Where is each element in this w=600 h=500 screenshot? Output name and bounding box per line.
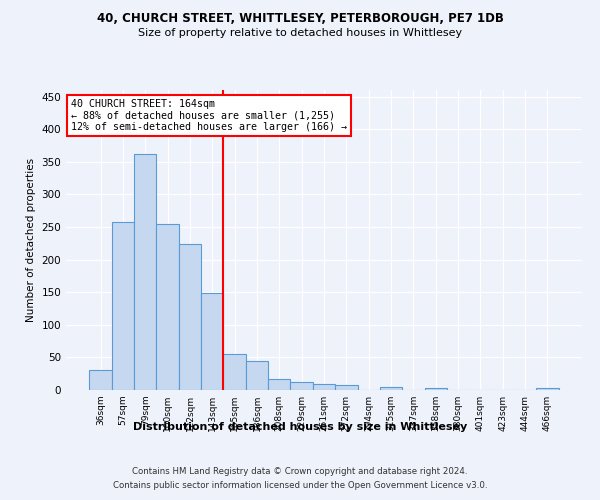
Bar bbox=[246, 362, 268, 390]
Text: Contains public sector information licensed under the Open Government Licence v3: Contains public sector information licen… bbox=[113, 481, 487, 490]
Text: 40 CHURCH STREET: 164sqm
← 88% of detached houses are smaller (1,255)
12% of sem: 40 CHURCH STREET: 164sqm ← 88% of detach… bbox=[71, 99, 347, 132]
Bar bbox=[179, 244, 201, 390]
Bar bbox=[425, 388, 447, 390]
Bar bbox=[112, 222, 134, 390]
Bar bbox=[223, 354, 246, 390]
Bar bbox=[335, 386, 358, 390]
Y-axis label: Number of detached properties: Number of detached properties bbox=[26, 158, 36, 322]
Bar bbox=[380, 386, 402, 390]
Text: Distribution of detached houses by size in Whittlesey: Distribution of detached houses by size … bbox=[133, 422, 467, 432]
Bar bbox=[157, 224, 179, 390]
Text: Contains HM Land Registry data © Crown copyright and database right 2024.: Contains HM Land Registry data © Crown c… bbox=[132, 468, 468, 476]
Bar bbox=[89, 370, 112, 390]
Bar bbox=[201, 294, 223, 390]
Text: Size of property relative to detached houses in Whittlesey: Size of property relative to detached ho… bbox=[138, 28, 462, 38]
Bar bbox=[134, 154, 157, 390]
Bar bbox=[536, 388, 559, 390]
Bar bbox=[290, 382, 313, 390]
Text: 40, CHURCH STREET, WHITTLESEY, PETERBOROUGH, PE7 1DB: 40, CHURCH STREET, WHITTLESEY, PETERBORO… bbox=[97, 12, 503, 26]
Bar bbox=[268, 379, 290, 390]
Bar bbox=[313, 384, 335, 390]
